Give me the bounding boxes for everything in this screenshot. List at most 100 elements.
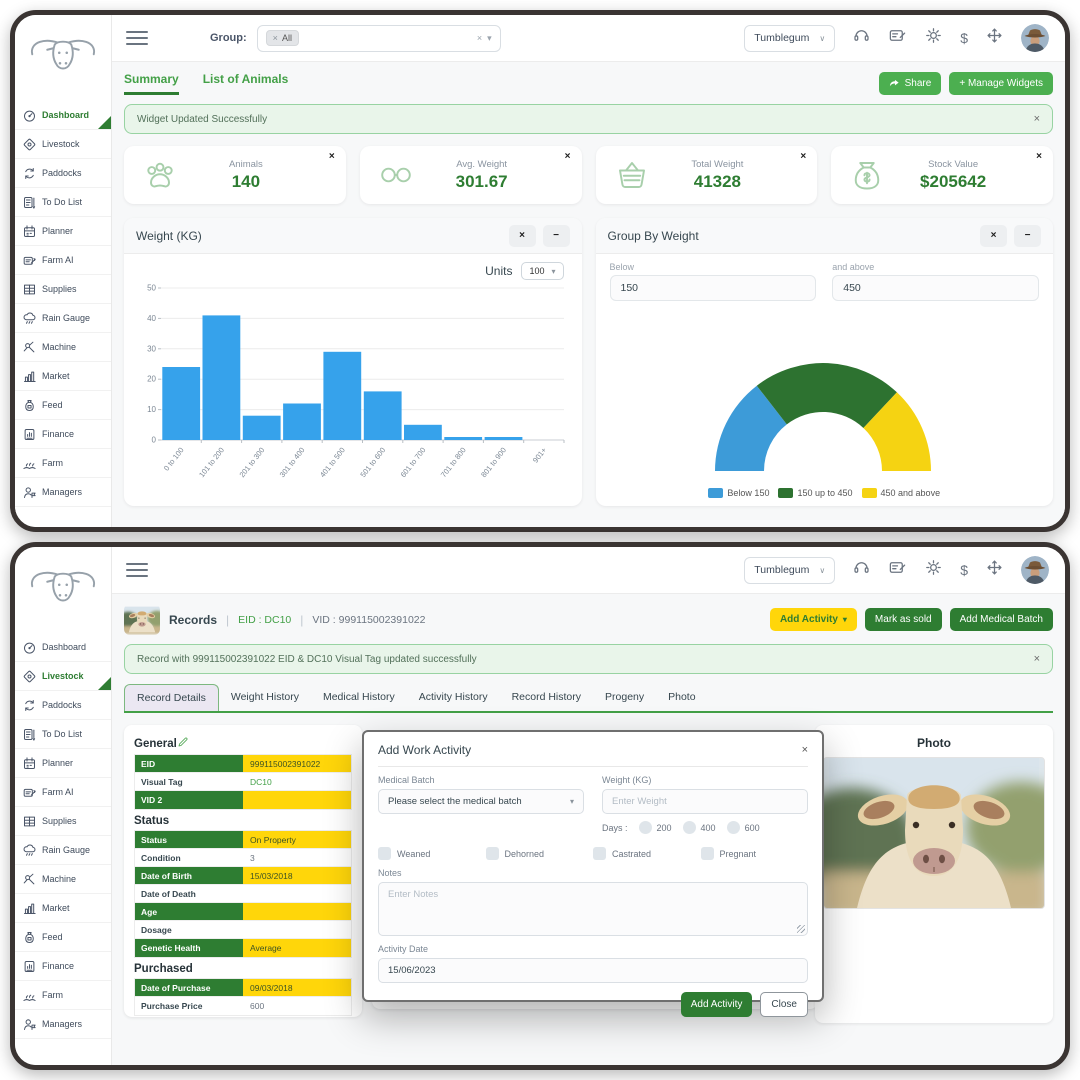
tab-record-details[interactable]: Record Details (124, 684, 219, 711)
stat-close-icon[interactable]: × (564, 151, 571, 162)
sidebar-item-farm[interactable]: Farm (15, 449, 111, 478)
sidebar-item-livestock[interactable]: Livestock (15, 662, 111, 691)
tab-activity-history[interactable]: Activity History (418, 691, 488, 703)
sidebar-item-farm[interactable]: Farm (15, 981, 111, 1010)
move-icon-button[interactable] (985, 26, 1004, 50)
sidebar-item-supplies[interactable]: Supplies (15, 275, 111, 304)
sidebar-item-planner[interactable]: Planner (15, 217, 111, 246)
modal-close-icon[interactable]: × (801, 744, 808, 756)
units-select[interactable]: 100 ▾ (521, 262, 564, 280)
sidebar-item-managers[interactable]: Managers (15, 478, 111, 507)
activity-date-input[interactable]: 15/06/2023 (378, 958, 808, 983)
dollar-icon[interactable]: $ (960, 30, 968, 46)
stat-card-animals: Animals 140 × (124, 146, 346, 204)
days-radio-400[interactable] (682, 821, 696, 834)
days-radio-200[interactable] (638, 821, 652, 834)
mark-as-sold-button[interactable]: Mark as sold (864, 608, 942, 631)
sidebar-item-managers[interactable]: Managers (15, 1010, 111, 1039)
stat-close-icon[interactable]: × (1036, 151, 1042, 162)
checkbox-item-castrated: Castrated (593, 847, 701, 860)
below-input[interactable]: 150 (609, 275, 817, 301)
share-button[interactable]: Share (878, 72, 942, 95)
checkbox-dehorned[interactable] (485, 847, 499, 860)
sidebar-item-market[interactable]: Market (15, 894, 111, 923)
scale-icon (380, 167, 411, 183)
headset-icon-button[interactable] (852, 558, 871, 582)
sidebar-item-to-do-list[interactable]: To Do List (15, 188, 111, 217)
clear-icon[interactable]: × (476, 33, 483, 43)
tab-weight-history[interactable]: Weight History (230, 691, 299, 703)
sidebar-item-paddocks[interactable]: Paddocks (15, 159, 111, 188)
modal-close-button[interactable]: Close (760, 992, 808, 1017)
settings-icon-button[interactable] (924, 558, 943, 582)
settings-icon-button[interactable] (924, 26, 943, 50)
dollar-icon[interactable]: $ (960, 562, 968, 578)
group-chip[interactable]: × All (265, 30, 299, 46)
widget-close-button[interactable]: × (980, 224, 1007, 247)
app-logo[interactable] (15, 547, 111, 633)
group-multiselect[interactable]: × All × ▾ (256, 24, 501, 52)
notes-textarea[interactable]: Enter Notes (378, 882, 808, 936)
sidebar-item-supplies[interactable]: Supplies (15, 807, 111, 836)
animal-photo[interactable] (823, 757, 1045, 909)
widget-minimize-button[interactable]: − (1014, 224, 1041, 247)
widget-close-button[interactable]: × (508, 224, 536, 247)
sidebar-item-dashboard[interactable]: Dashboard (15, 633, 111, 662)
alert-close-icon[interactable]: × (1033, 113, 1040, 125)
checkbox-pregnant[interactable] (700, 847, 714, 860)
sidebar-item-rain-gauge[interactable]: Rain Gauge (15, 836, 111, 865)
move-icon-button[interactable] (985, 558, 1004, 582)
farm-select[interactable]: Tumblegum ∨ (744, 24, 836, 52)
weight-input[interactable]: Enter Weight (602, 789, 808, 814)
sidebar-item-feed[interactable]: Feed (15, 391, 111, 420)
headset-icon-button[interactable] (852, 26, 871, 50)
add-activity-submit-button[interactable]: Add Activity (680, 992, 753, 1017)
tab-photo[interactable]: Photo (668, 691, 696, 703)
sidebar-item-finance[interactable]: Finance (15, 952, 111, 981)
certificate-icon-button[interactable] (888, 558, 907, 582)
user-avatar[interactable] (1021, 556, 1049, 584)
sidebar-item-dashboard[interactable]: Dashboard (15, 101, 111, 130)
manage-widgets-button[interactable]: + Manage Widgets (949, 72, 1053, 95)
checkbox-weaned[interactable] (378, 847, 391, 860)
checkbox-castrated[interactable] (593, 847, 606, 860)
sidebar-item-machine[interactable]: Machine (15, 865, 111, 894)
hamburger-menu-icon[interactable] (126, 563, 148, 577)
widget-minimize-button[interactable]: − (542, 224, 570, 247)
days-radio-600[interactable] (726, 821, 740, 834)
hamburger-menu-icon[interactable] (126, 31, 148, 45)
sidebar-item-farm-ai[interactable]: Farm AI (15, 246, 111, 275)
records-title: Records (169, 612, 218, 627)
sidebar-item-to-do-list[interactable]: To Do List (15, 720, 111, 749)
sidebar-item-farm-ai[interactable]: Farm AI (15, 778, 111, 807)
weight-label: Weight (KG) (602, 775, 652, 785)
chip-remove-icon[interactable]: × (272, 33, 278, 43)
stat-close-icon[interactable]: × (328, 151, 335, 162)
tab-record-history[interactable]: Record History (511, 691, 582, 703)
alert-close-icon[interactable]: × (1033, 653, 1040, 665)
tab-summary[interactable]: Summary (124, 72, 179, 95)
sidebar-item-machine[interactable]: Machine (15, 333, 111, 362)
tab-medical-history[interactable]: Medical History (322, 691, 395, 703)
animal-thumbnail[interactable] (124, 604, 160, 635)
tab-list-of-animals[interactable]: List of Animals (202, 72, 289, 86)
tab-progeny[interactable]: Progeny (605, 691, 645, 703)
sidebar-item-market[interactable]: Market (15, 362, 111, 391)
sidebar-item-feed[interactable]: Feed (15, 923, 111, 952)
app-logo[interactable] (15, 15, 111, 101)
add-medical-batch-button[interactable]: Add Medical Batch (949, 608, 1053, 631)
edit-button[interactable] (177, 736, 189, 751)
stat-close-icon[interactable]: × (800, 151, 807, 162)
medical-batch-select[interactable]: Please select the medical batch ▾ (378, 789, 584, 814)
sidebar-item-livestock[interactable]: Livestock (15, 130, 111, 159)
chevron-down-icon[interactable]: ▾ (487, 32, 492, 43)
sidebar-item-rain-gauge[interactable]: Rain Gauge (15, 304, 111, 333)
sidebar-item-paddocks[interactable]: Paddocks (15, 691, 111, 720)
sidebar-item-planner[interactable]: Planner (15, 749, 111, 778)
above-input[interactable]: 450 (832, 275, 1039, 301)
sidebar-item-finance[interactable]: Finance (15, 420, 111, 449)
user-avatar[interactable] (1021, 24, 1049, 52)
certificate-icon-button[interactable] (888, 26, 907, 50)
add-activity-button[interactable]: Add Activity ▾ (769, 608, 857, 631)
farm-select[interactable]: Tumblegum ∨ (744, 556, 836, 584)
